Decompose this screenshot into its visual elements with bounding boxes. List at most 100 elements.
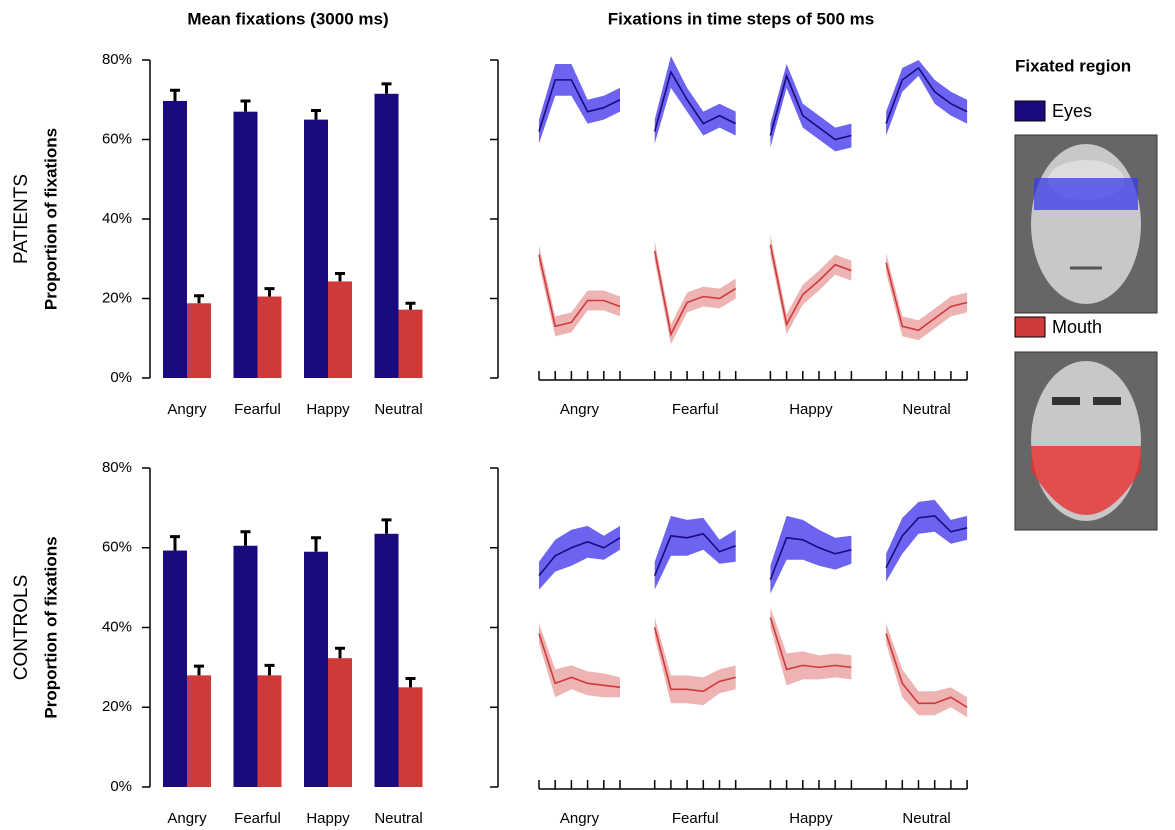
line — [885, 633, 968, 708]
error-bar — [194, 664, 204, 676]
legend-swatch — [1014, 316, 1046, 338]
x-tick-label: Happy — [306, 401, 350, 418]
x-tick-label: Happy — [789, 810, 833, 827]
bar — [328, 281, 352, 378]
x-tick-label: Fearful — [234, 401, 281, 418]
error-bar — [381, 82, 392, 94]
face-mouth — [1014, 351, 1158, 531]
error-bar — [240, 99, 251, 112]
bar — [233, 111, 258, 379]
y-tick-label: 0% — [110, 778, 132, 795]
bar — [374, 533, 399, 787]
error-bar — [194, 294, 204, 304]
line — [653, 532, 736, 576]
confidence-band — [539, 63, 620, 144]
bar — [187, 675, 211, 787]
bar — [163, 550, 187, 787]
bar — [398, 309, 423, 378]
error-bar — [311, 108, 321, 120]
line — [769, 617, 852, 671]
line — [653, 250, 737, 337]
confidence-band — [770, 515, 852, 594]
y-axis-label: Proportion of fixations — [41, 128, 60, 310]
error-bar — [170, 88, 180, 101]
bar — [187, 303, 211, 378]
x-tick-label: Fearful — [234, 810, 281, 827]
row-label: CONTROLS — [11, 575, 32, 681]
line — [538, 633, 621, 689]
confidence-band — [539, 623, 620, 698]
y-tick-label: 60% — [102, 130, 132, 147]
confidence-band — [654, 56, 736, 144]
confidence-band — [539, 244, 620, 337]
panel-title: Mean fixations (3000 ms) — [187, 9, 388, 28]
confidence-band — [770, 607, 852, 686]
line — [885, 515, 968, 569]
confidence-band — [886, 252, 968, 341]
y-tick-label: 40% — [102, 618, 132, 635]
legend-swatch — [1014, 100, 1046, 122]
confidence-band — [886, 60, 968, 136]
line — [538, 79, 621, 132]
line — [538, 254, 621, 328]
confidence-band — [654, 617, 736, 706]
error-bar — [264, 287, 275, 297]
panel-title: Fixations in time steps of 500 ms — [608, 9, 874, 28]
line — [769, 536, 852, 580]
row-label: PATIENTS — [11, 174, 32, 264]
error-bar — [264, 663, 275, 676]
legend-label: Mouth — [1052, 317, 1102, 337]
error-bar — [405, 301, 416, 310]
error-bar — [311, 536, 321, 552]
bar — [163, 100, 187, 378]
error-bar — [381, 518, 392, 534]
x-tick-label: Neutral — [374, 401, 422, 418]
x-tick-label: Neutral — [374, 810, 422, 827]
x-tick-label: Fearful — [672, 401, 719, 418]
legend-label: Eyes — [1052, 101, 1092, 121]
line — [653, 69, 737, 132]
y-tick-label: 40% — [102, 210, 132, 227]
line — [885, 66, 968, 124]
x-tick-label: Angry — [167, 401, 207, 418]
error-bar — [170, 535, 180, 551]
y-tick-label: 80% — [102, 459, 132, 476]
y-tick-label: 20% — [102, 289, 132, 306]
y-axis-label: Proportion of fixations — [41, 536, 60, 718]
x-tick-label: Neutral — [902, 810, 950, 827]
bar — [374, 93, 399, 378]
error-bar — [335, 271, 345, 282]
error-bar — [405, 677, 416, 688]
confidence-band — [654, 240, 736, 345]
bar — [398, 687, 423, 787]
y-tick-label: 0% — [110, 369, 132, 386]
line — [769, 73, 852, 141]
bar — [257, 675, 282, 787]
line — [538, 537, 621, 577]
x-tick-label: Happy — [306, 810, 350, 827]
confidence-band — [886, 623, 968, 718]
y-tick-label: 60% — [102, 539, 132, 556]
x-tick-label: Happy — [789, 401, 833, 418]
bar — [304, 551, 328, 787]
y-tick-label: 80% — [102, 51, 132, 68]
bar — [328, 658, 352, 787]
line — [653, 627, 736, 693]
bar — [233, 545, 258, 787]
confidence-band — [770, 234, 852, 335]
confidence-band — [654, 515, 736, 590]
line — [885, 262, 968, 332]
line — [769, 244, 852, 327]
x-tick-label: Fearful — [672, 810, 719, 827]
x-tick-label: Angry — [560, 810, 600, 827]
bar — [257, 296, 282, 378]
x-tick-label: Angry — [167, 810, 207, 827]
error-bar — [240, 530, 251, 546]
confidence-band — [539, 525, 620, 590]
bar — [304, 119, 328, 378]
y-tick-label: 20% — [102, 698, 132, 715]
error-bar — [335, 646, 345, 659]
legend-title: Fixated region — [1015, 56, 1131, 75]
